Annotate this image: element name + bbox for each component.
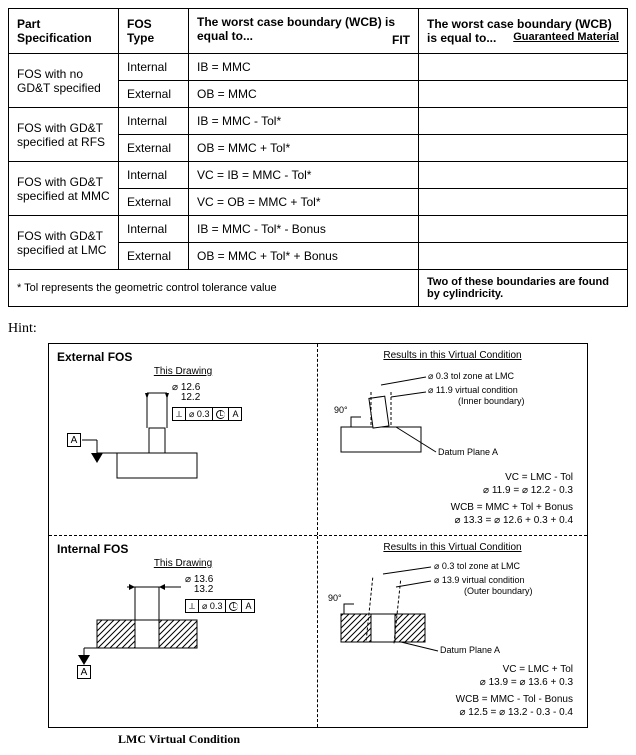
th-wcb-fit: The worst case boundary (WCB) is equal t…	[189, 9, 419, 54]
ext-eq3: WCB = MMC + Tol + Bonus	[326, 501, 573, 514]
th-fos-type: FOS Type	[119, 9, 189, 54]
table-row: FOS with GD&T specified at RFS Internal …	[9, 108, 628, 135]
cell-type: Internal	[119, 54, 189, 81]
ext-left-sub: This Drawing	[154, 366, 212, 377]
ext-vc-text: ⌀ 11.9 virtual condition (Inner boundary…	[428, 385, 525, 406]
int-result-svg	[326, 559, 576, 659]
int-equations: VC = LMC + Tol ⌀ 13.9 = ⌀ 13.6 + 0.3 WCB…	[326, 663, 579, 719]
cell-gm	[419, 216, 628, 243]
cell-gm	[419, 243, 628, 270]
cell-gm	[419, 81, 628, 108]
cell-fit: VC = IB = MMC - Tol*	[189, 162, 419, 189]
int-vcline: ⌀ 13.9 virtual condition	[434, 575, 524, 585]
external-left: External FOS This Drawing ⌀ 12.6 ⌀ 12.2 …	[49, 344, 318, 535]
cell-spec: FOS with GD&T specified at MMC	[9, 162, 119, 216]
cell-type: External	[119, 81, 189, 108]
ext-vcnote: (Inner boundary)	[428, 396, 525, 406]
int-result-sketch: 90° ⌀ 0.3 tol zone at LMC ⌀ 13.9 virtual…	[326, 559, 579, 659]
int-title: Internal FOS	[57, 542, 309, 556]
cell-spec: FOS with GD&T specified at RFS	[9, 108, 119, 162]
cell-gm	[419, 108, 628, 135]
ext-eq2: ⌀ 11.9 = ⌀ 12.2 - 0.3	[326, 484, 573, 497]
external-fos-panel: External FOS This Drawing ⌀ 12.6 ⌀ 12.2 …	[49, 344, 587, 536]
cell-type: Internal	[119, 216, 189, 243]
ext-sketch-svg	[57, 383, 287, 493]
cell-type: External	[119, 189, 189, 216]
cell-gm	[419, 162, 628, 189]
int-eq2: ⌀ 13.9 = ⌀ 13.6 + 0.3	[326, 676, 573, 689]
internal-fos-panel: Internal FOS This Drawing ⌀ 13.6 ⌀ 13.2 …	[49, 536, 587, 727]
internal-right: Results in this Virtual Condition	[318, 536, 587, 727]
int-sketch-svg	[57, 575, 287, 685]
int-vcnote: (Outer boundary)	[434, 586, 533, 596]
ext-drawing: ⌀ 12.6 ⌀ 12.2 ⟂ ⌀ 0.3 L A A	[57, 383, 309, 493]
int-eq4: ⌀ 12.5 = ⌀ 13.2 - 0.3 - 0.4	[326, 706, 573, 719]
cell-spec: FOS with no GD&T specified	[9, 54, 119, 108]
table-row: FOS with GD&T specified at LMC Internal …	[9, 216, 628, 243]
table-row: FOS with no GD&T specified Internal IB =…	[9, 54, 628, 81]
wcb-table: Part Specification FOS Type The worst ca…	[8, 8, 628, 307]
int-tolzone: ⌀ 0.3 tol zone at LMC	[434, 561, 520, 572]
cell-fit: IB = MMC - Tol* - Bonus	[189, 216, 419, 243]
ext-tolzone: ⌀ 0.3 tol zone at LMC	[428, 371, 514, 382]
footnote-right: Two of these boundaries are found by cyl…	[419, 270, 628, 307]
int-right-sub: Results in this Virtual Condition	[383, 542, 521, 553]
cell-fit: IB = MMC - Tol*	[189, 108, 419, 135]
cell-fit: OB = MMC	[189, 81, 419, 108]
ext-datum-plane: Datum Plane A	[438, 447, 498, 457]
int-eq3: WCB = MMC - Tol - Bonus	[326, 693, 573, 706]
fit-label: FIT	[392, 33, 410, 47]
cell-gm	[419, 135, 628, 162]
hint-label: Hint:	[8, 321, 628, 337]
ext-right-sub: Results in this Virtual Condition	[383, 350, 521, 361]
cell-gm	[419, 54, 628, 81]
int-datum-plane: Datum Plane A	[440, 645, 500, 655]
cell-type: Internal	[119, 162, 189, 189]
int-drawing: ⌀ 13.6 ⌀ 13.2 ⟂ ⌀ 0.3 L A A	[57, 575, 309, 685]
diagram-wrap: External FOS This Drawing ⌀ 12.6 ⌀ 12.2 …	[48, 343, 588, 747]
cell-type: Internal	[119, 108, 189, 135]
cell-fit: IB = MMC	[189, 54, 419, 81]
th-wcb-gm: The worst case boundary (WCB) is equal t…	[419, 9, 628, 54]
cell-type: External	[119, 135, 189, 162]
th-fit-text: The worst case boundary (WCB) is equal t…	[197, 15, 395, 43]
ext-eq4: ⌀ 13.3 = ⌀ 12.6 + 0.3 + 0.4	[326, 514, 573, 527]
external-right: Results in this Virtual Condition	[318, 344, 587, 535]
cell-gm	[419, 189, 628, 216]
footnote-text: * Tol represents the geometric control t…	[9, 270, 419, 307]
int-left-sub: This Drawing	[154, 558, 212, 569]
gm-label: Guaranteed Material	[513, 31, 619, 43]
cell-fit: OB = MMC + Tol* + Bonus	[189, 243, 419, 270]
th-part-spec: Part Specification	[9, 9, 119, 54]
diagram-box: External FOS This Drawing ⌀ 12.6 ⌀ 12.2 …	[48, 343, 588, 728]
ext-result-sketch: 90° ⌀ 0.3 tol zone at LMC ⌀ 11.9 virtual…	[326, 367, 579, 467]
int-angle: 90°	[328, 593, 342, 603]
ext-title: External FOS	[57, 350, 309, 364]
ext-equations: VC = LMC - Tol ⌀ 11.9 = ⌀ 12.2 - 0.3 WCB…	[326, 471, 579, 527]
ext-eq1: VC = LMC - Tol	[326, 471, 573, 484]
footnote-row: * Tol represents the geometric control t…	[9, 270, 628, 307]
diagram-caption: LMC Virtual Condition	[118, 732, 588, 747]
cell-fit: VC = OB = MMC + Tol*	[189, 189, 419, 216]
cell-spec: FOS with GD&T specified at LMC	[9, 216, 119, 270]
cell-type: External	[119, 243, 189, 270]
ext-vcline: ⌀ 11.9 virtual condition	[428, 385, 518, 395]
table-row: FOS with GD&T specified at MMC Internal …	[9, 162, 628, 189]
int-vc-text: ⌀ 13.9 virtual condition (Outer boundary…	[434, 575, 533, 596]
ext-angle: 90°	[334, 405, 348, 415]
internal-left: Internal FOS This Drawing ⌀ 13.6 ⌀ 13.2 …	[49, 536, 318, 727]
cell-fit: OB = MMC + Tol*	[189, 135, 419, 162]
int-eq1: VC = LMC + Tol	[326, 663, 573, 676]
